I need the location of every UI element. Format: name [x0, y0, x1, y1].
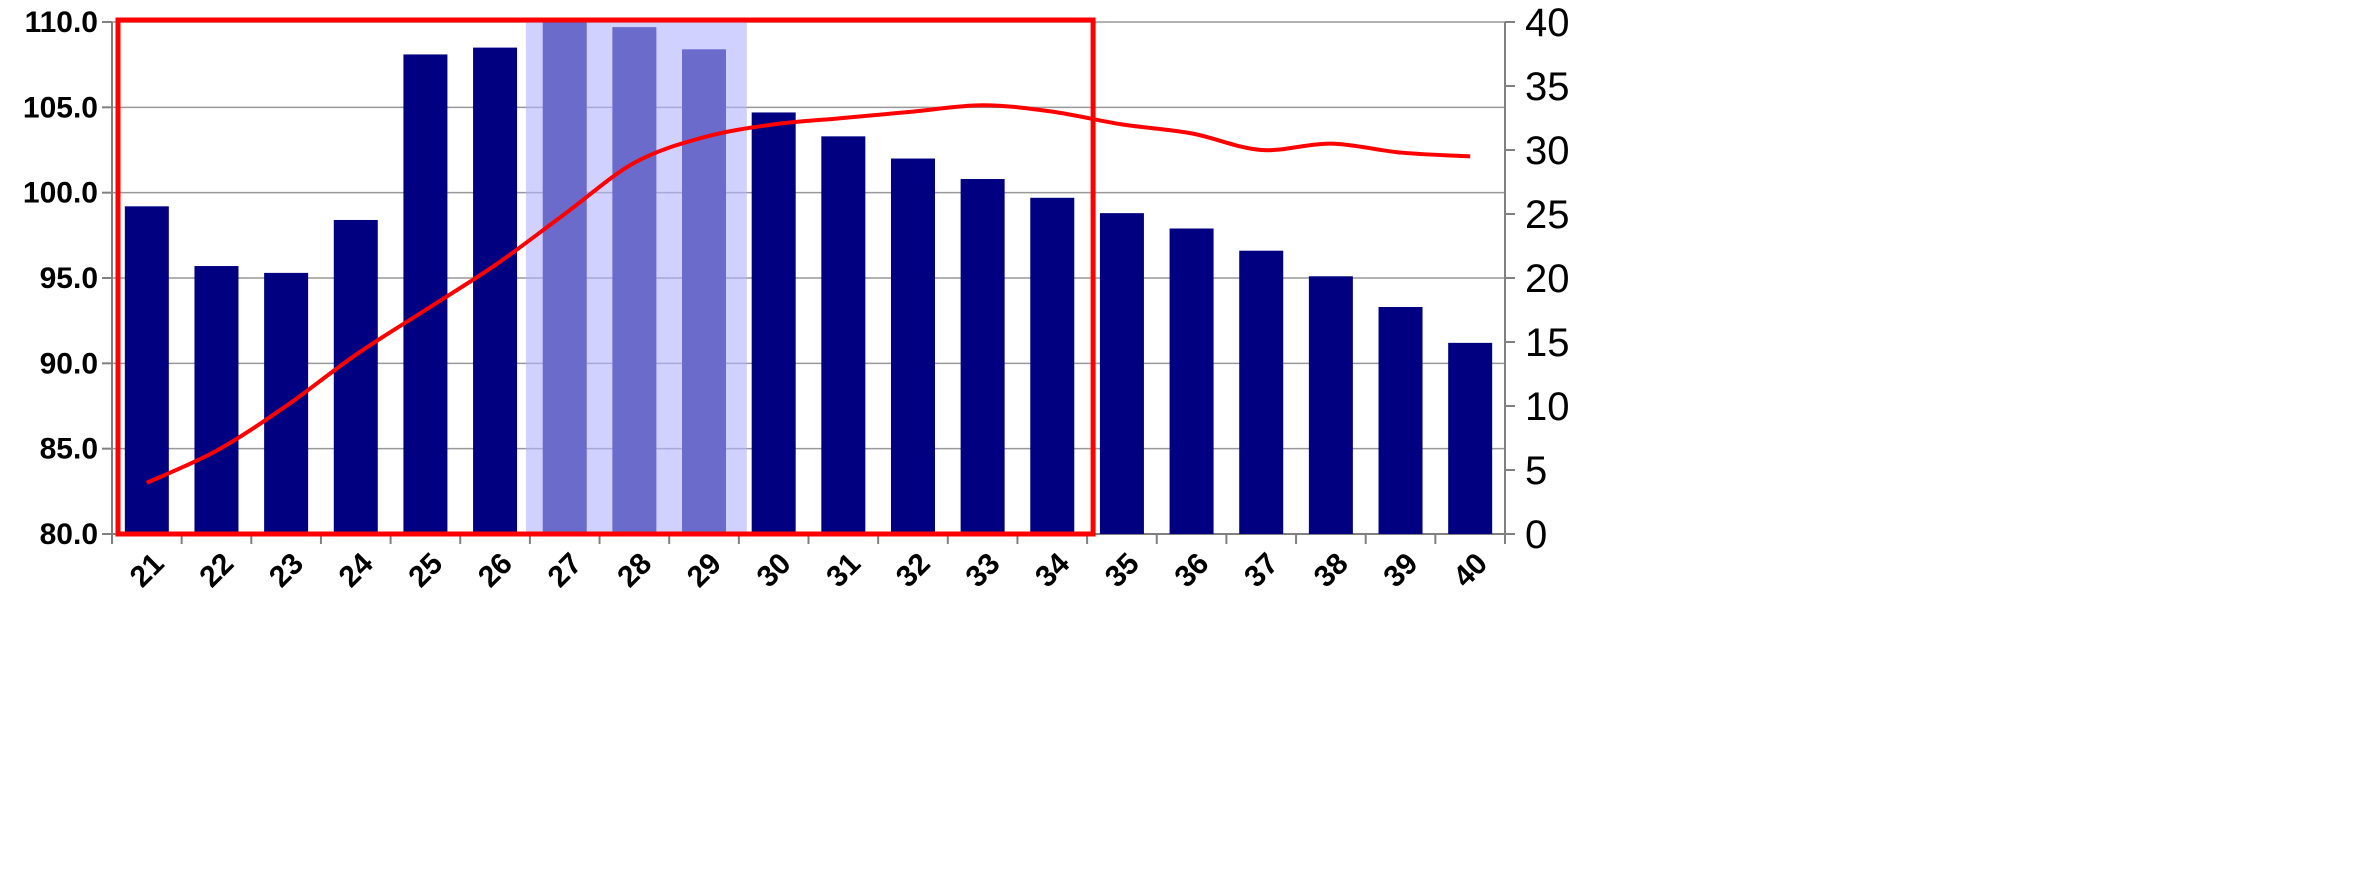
bar [1308, 276, 1353, 534]
bar [960, 179, 1005, 534]
bar [1169, 228, 1214, 535]
y-right-tick-label: 40 [1525, 1, 1570, 45]
bar [124, 206, 169, 534]
x-tick-label: 32 [890, 547, 937, 594]
x-tick-label: 35 [1099, 547, 1146, 594]
y-right-tick-label: 5 [1525, 449, 1547, 493]
x-tick-label: 23 [263, 547, 310, 594]
x-tick-label: 40 [1447, 547, 1494, 594]
y-left-tick-label: 110.0 [25, 6, 98, 39]
x-tick-label: 24 [333, 547, 380, 594]
bar [890, 158, 935, 535]
bar [1030, 197, 1075, 534]
bar [1378, 307, 1423, 534]
y-right-tick-label: 35 [1525, 65, 1570, 109]
y-left-tick-label: 90.0 [40, 347, 98, 380]
y-right-tick-label: 30 [1525, 129, 1570, 173]
y-right-tick-label: 10 [1525, 385, 1570, 429]
y-right-tick-label: 20 [1525, 257, 1570, 301]
highlight-band [525, 20, 747, 534]
bar [194, 266, 239, 534]
x-tick-label: 31 [820, 547, 867, 594]
x-tick-label: 37 [1238, 547, 1285, 594]
x-tick-label: 38 [1308, 547, 1355, 594]
line-series [145, 103, 1471, 485]
y-right-tick-label: 25 [1525, 193, 1570, 237]
bar [1448, 342, 1493, 534]
bar [821, 136, 866, 534]
x-tick-label: 36 [1168, 547, 1215, 594]
bar [473, 47, 518, 534]
y-left-tick-label: 105.0 [23, 91, 98, 124]
x-tick-label: 27 [542, 547, 589, 594]
y-left-tick-label: 80.0 [40, 518, 98, 551]
x-tick-label: 39 [1377, 547, 1424, 594]
y-left-tick-label: 95.0 [40, 262, 98, 295]
x-tick-label: 30 [751, 547, 798, 594]
bar [403, 54, 448, 534]
y-left-tick-label: 100.0 [23, 177, 98, 210]
highlight-outline-box [115, 17, 1096, 537]
x-tick-label: 33 [960, 547, 1007, 594]
bar [264, 272, 309, 534]
bar [751, 112, 796, 534]
bar [1099, 213, 1144, 534]
bar [1239, 250, 1284, 534]
x-tick-label: 34 [1029, 547, 1076, 594]
x-tick-label: 22 [193, 547, 240, 594]
x-tick-label: 25 [402, 547, 449, 594]
y-left-tick-label: 85.0 [40, 433, 98, 466]
x-tick-label: 21 [124, 547, 171, 594]
y-right-tick-label: 0 [1525, 513, 1547, 557]
x-tick-label: 26 [472, 547, 519, 594]
x-tick-label: 29 [681, 547, 728, 594]
y-right-tick-label: 15 [1525, 321, 1570, 365]
x-tick-label: 28 [611, 547, 658, 594]
bar [333, 219, 378, 534]
